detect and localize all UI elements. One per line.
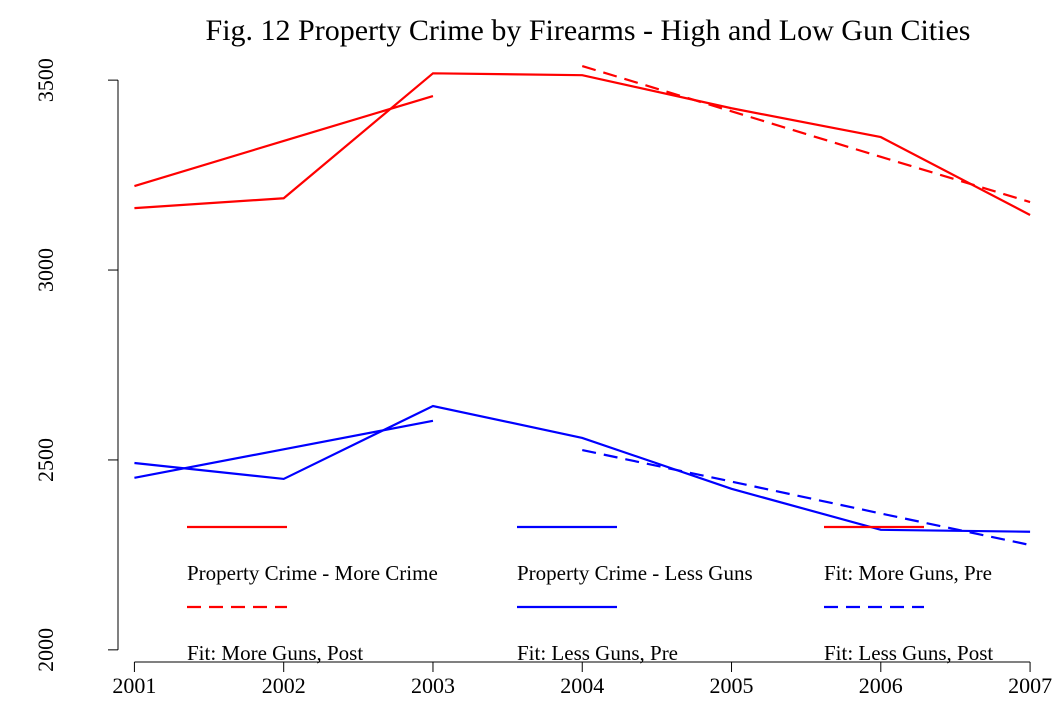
legend-label: Fit: More Guns, Pre <box>824 561 992 585</box>
x-tick-label: 2006 <box>859 673 903 698</box>
series-line <box>581 65 1031 204</box>
series-line <box>134 419 434 479</box>
x-tick-label: 2007 <box>1008 673 1052 698</box>
x-tick-label: 2004 <box>560 673 604 698</box>
chart-title: Fig. 12 Property Crime by Firearms - Hig… <box>206 14 971 47</box>
y-tick-label: 2000 <box>33 628 58 672</box>
legend-label: Fit: Less Guns, Post <box>824 641 993 665</box>
x-tick-label: 2002 <box>262 673 306 698</box>
x-tick-label: 2003 <box>411 673 455 698</box>
legend-label: Property Crime - More Crime <box>187 561 438 585</box>
x-tick-label: 2001 <box>112 673 156 698</box>
y-tick-label: 2500 <box>33 438 58 482</box>
series-line <box>134 72 1031 216</box>
y-tick-label: 3000 <box>33 248 58 292</box>
x-tick-label: 2005 <box>710 673 754 698</box>
legend-label: Fit: Less Guns, Pre <box>517 641 678 665</box>
y-tick-label: 3500 <box>33 58 58 102</box>
legend-label: Fit: More Guns, Post <box>187 641 363 665</box>
series-line <box>134 95 434 188</box>
series-line <box>134 404 1031 533</box>
legend-label: Property Crime - Less Guns <box>517 561 753 585</box>
series-line <box>582 448 1031 547</box>
